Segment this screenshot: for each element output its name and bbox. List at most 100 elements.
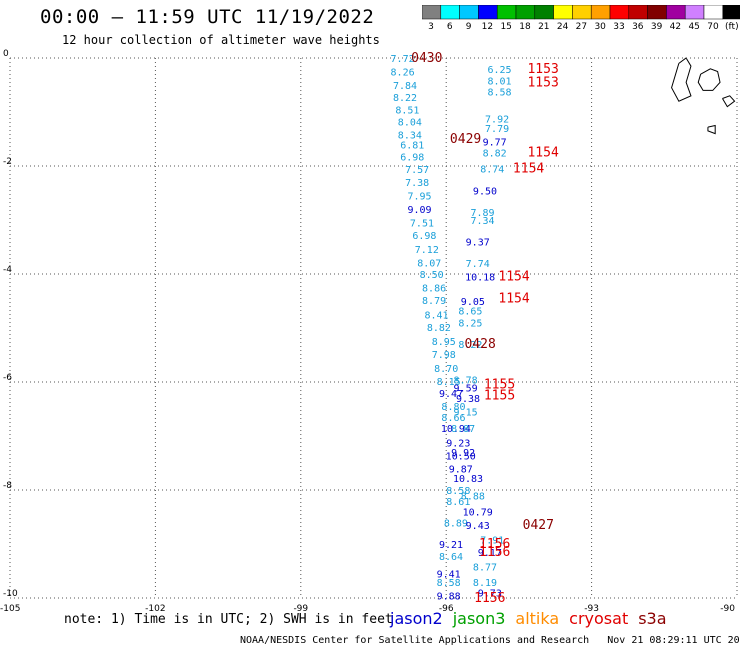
wave-height-label: 8.61 bbox=[446, 497, 470, 508]
y-tick-label: -2 bbox=[3, 157, 12, 167]
wave-height-label: 9.88 bbox=[437, 591, 461, 602]
chart-title: 00:00 – 11:59 UTC 11/19/2022 bbox=[40, 6, 375, 28]
wave-height-label: 8.86 bbox=[422, 284, 446, 295]
colorbar-label: 45 bbox=[688, 22, 700, 32]
colorbar-label: 3 bbox=[428, 22, 434, 32]
colorbar-label: 39 bbox=[650, 22, 663, 32]
wave-height-label: 9.05 bbox=[461, 297, 485, 308]
wave-height-label: 8.19 bbox=[473, 578, 497, 589]
wave-height-label: 9.21 bbox=[439, 540, 463, 551]
y-tick-label: -6 bbox=[3, 373, 12, 383]
time-label: 1154 bbox=[527, 146, 558, 161]
satellite-legend: jason2 jason3 altika cryosat s3a bbox=[390, 609, 677, 628]
time-label: 1156 bbox=[474, 591, 505, 606]
time-label: 1154 bbox=[498, 270, 529, 285]
wave-height-label: 8.77 bbox=[473, 563, 497, 574]
wave-height-label: 7.74 bbox=[466, 259, 490, 270]
wave-height-label: 9.41 bbox=[437, 570, 461, 581]
time-label: 1155 bbox=[484, 389, 515, 404]
wave-height-label: 9.59 bbox=[454, 383, 478, 394]
wave-height-label: 8.79 bbox=[422, 296, 446, 307]
wave-height-label: 8.66 bbox=[441, 413, 465, 424]
colorbar-label: 33 bbox=[613, 22, 625, 32]
wave-height-label: 8.88 bbox=[461, 491, 485, 502]
x-tick-label: -99 bbox=[293, 604, 308, 614]
wave-height-label: 8.07 bbox=[417, 259, 441, 270]
wave-height-label: 7.89 bbox=[471, 208, 495, 219]
wave-height-label: 7.98 bbox=[432, 350, 456, 361]
wave-height-label: 8.95 bbox=[432, 337, 456, 348]
wave-height-label: 7.91 bbox=[480, 536, 504, 547]
wave-height-label: 9.23 bbox=[446, 438, 470, 449]
colorbar-label: 6 bbox=[446, 22, 453, 32]
y-tick-label: 0 bbox=[3, 49, 9, 59]
wave-height-label: 8.82 bbox=[427, 323, 451, 334]
colorbar-label: 21 bbox=[538, 22, 550, 32]
time-label: 1154 bbox=[513, 162, 544, 177]
wave-height-label: 9.17 bbox=[478, 548, 502, 559]
colorbar-label: 42 bbox=[669, 22, 682, 32]
y-tick-label: -4 bbox=[3, 265, 12, 275]
time-label: 1153 bbox=[527, 62, 558, 77]
x-tick-label: -102 bbox=[145, 604, 165, 614]
wave-height-label: 7.12 bbox=[415, 245, 439, 256]
time-label: 1155 bbox=[484, 378, 515, 393]
wave-height-label: 9.50 bbox=[473, 186, 497, 197]
coastline bbox=[671, 57, 692, 102]
wave-height-label: 10.94 bbox=[441, 424, 471, 435]
colorbar-label: 27 bbox=[575, 22, 588, 32]
wave-height-label: 8.82 bbox=[483, 149, 507, 160]
wave-height-label: 6.98 bbox=[412, 231, 436, 242]
wave-height-label: 8.41 bbox=[424, 311, 448, 322]
wave-height-label: 6.81 bbox=[400, 140, 424, 151]
wave-height-label: 7.84 bbox=[393, 81, 417, 92]
wave-height-label: 9.15 bbox=[454, 408, 478, 419]
legend-entry-jason2: jason2 bbox=[390, 609, 443, 628]
x-tick-label: -90 bbox=[720, 604, 735, 614]
colorbar-label: 30 bbox=[594, 22, 606, 32]
wave-height-label: 8.34 bbox=[398, 131, 422, 142]
y-tick-label: -10 bbox=[3, 589, 18, 599]
wave-height-label: 8.51 bbox=[395, 105, 419, 116]
wave-height-label: 8.22 bbox=[393, 93, 417, 104]
legend-entry-jason3: jason3 bbox=[452, 609, 506, 628]
wave-height-label: 8.89 bbox=[444, 518, 468, 529]
wave-height-label: 9.43 bbox=[466, 521, 490, 532]
wave-height-label: 7.57 bbox=[405, 165, 429, 176]
wave-height-label: 8.65 bbox=[458, 307, 482, 318]
time-label: 0429 bbox=[450, 132, 481, 147]
credit-line: NOAA/NESDIS Center for Satellite Applica… bbox=[240, 635, 740, 646]
wave-height-label: 9.37 bbox=[466, 238, 490, 249]
wave-height-label: 6.98 bbox=[400, 152, 424, 163]
y-tick-label: -8 bbox=[3, 481, 12, 491]
wave-height-label: 8.80 bbox=[441, 402, 465, 413]
wave-height-label: 7.95 bbox=[407, 192, 431, 203]
wave-height-label: 8.15 bbox=[437, 377, 461, 388]
wave-height-label: 9.47 bbox=[439, 389, 463, 400]
colorbar-label: 24 bbox=[556, 22, 569, 32]
wave-height-label: 7.72 bbox=[391, 54, 415, 65]
wave-height-label: 7.92 bbox=[485, 114, 509, 125]
colorbar-label: 70 bbox=[707, 22, 719, 32]
colorbar-label: 12 bbox=[481, 22, 494, 32]
wave-height-label: 8.58 bbox=[446, 486, 470, 497]
colorbar-label: 36 bbox=[632, 22, 644, 32]
time-label: 1156 bbox=[479, 537, 510, 552]
wave-height-label: 8.04 bbox=[398, 118, 422, 129]
coastline bbox=[707, 124, 716, 135]
wave-height-label: 8.58 bbox=[437, 578, 461, 589]
time-label: 1154 bbox=[498, 291, 529, 306]
time-label: 0428 bbox=[464, 337, 495, 352]
wave-height-label: 8.26 bbox=[391, 68, 415, 79]
wave-height-label: 8.01 bbox=[487, 77, 511, 88]
time-label: 0430 bbox=[411, 51, 442, 66]
wave-height-label: 10.50 bbox=[446, 451, 476, 462]
colorbar bbox=[422, 5, 740, 20]
wave-height-label: 10.18 bbox=[465, 273, 495, 284]
wave-height-label: 9.92 bbox=[451, 448, 475, 459]
time-label: 1153 bbox=[527, 75, 558, 90]
wave-height-label: 9.87 bbox=[449, 464, 473, 475]
wave-height-label: 9.09 bbox=[407, 205, 431, 216]
wave-height-label: 9.73 bbox=[478, 589, 502, 600]
wave-height-label: 8.74 bbox=[480, 165, 504, 176]
